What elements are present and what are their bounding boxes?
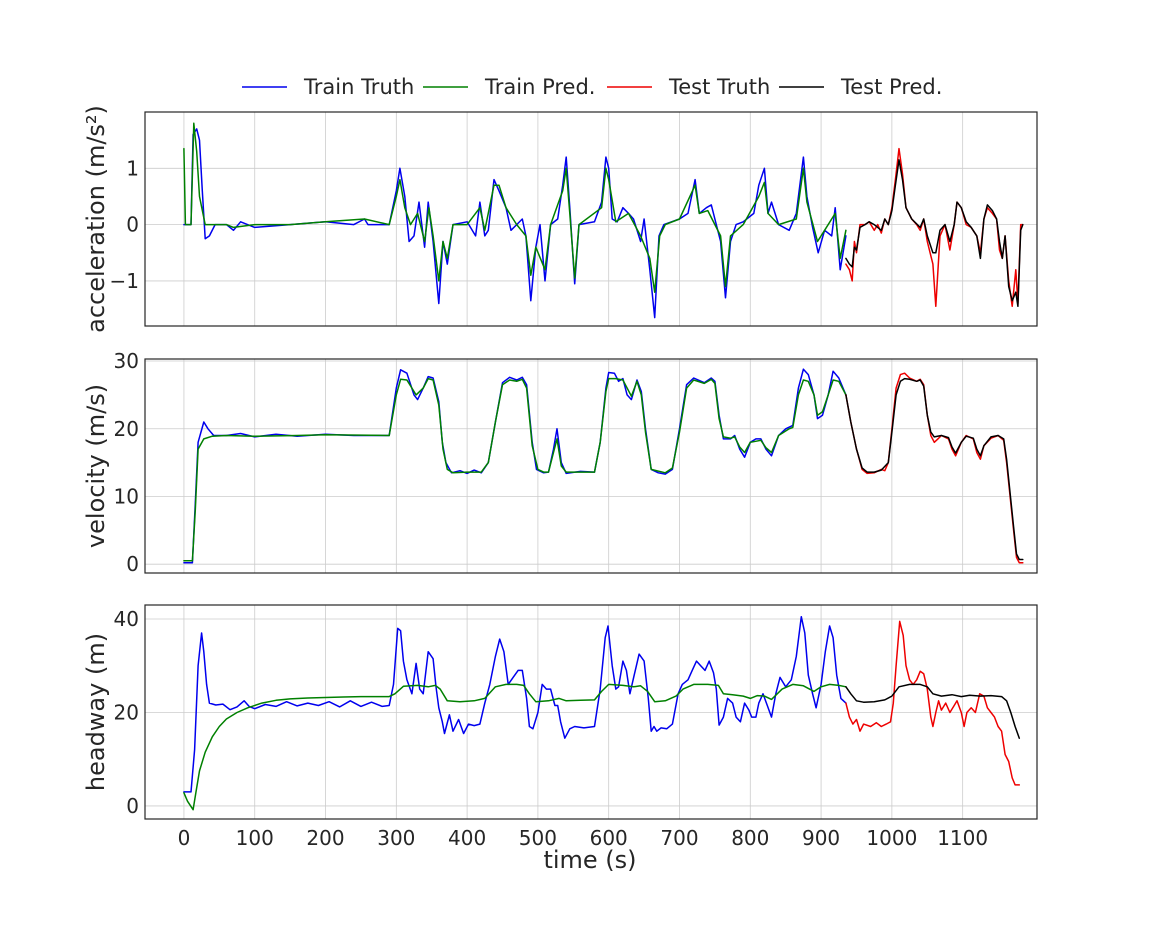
legend-label: Train Pred. xyxy=(484,75,595,99)
y-axis-label: headway (m) xyxy=(82,633,110,791)
y-tick-label: 40 xyxy=(114,607,139,631)
series-line-test-truth xyxy=(845,147,1024,308)
legend-label: Test Pred. xyxy=(840,75,942,99)
y-axis-label: velocity (m/s) xyxy=(82,384,110,548)
legend-item: Test Truth xyxy=(607,75,770,99)
series-group xyxy=(183,615,1021,811)
x-axis: 0 100 200 300 400 500 600 700 800 900 1000 1100 xyxy=(178,826,989,850)
series-line-train-pred xyxy=(183,683,847,811)
legend-item: Train Truth xyxy=(242,75,414,99)
legend-label: Test Truth xyxy=(668,75,770,99)
panel-1: −1 0 1 acceleration (m/s²) xyxy=(82,105,1038,333)
x-tick-label: 700 xyxy=(660,826,698,850)
y-axis-label: acceleration (m/s²) xyxy=(82,105,110,333)
series-line-test-truth xyxy=(845,620,1021,786)
y-tick-label: 0 xyxy=(126,794,139,818)
y-tick-label: 30 xyxy=(114,349,139,373)
x-tick-label: 500 xyxy=(519,826,557,850)
panel-frame xyxy=(144,604,1038,820)
series-line-train-pred xyxy=(183,122,847,293)
series-line-train-pred xyxy=(183,377,847,562)
x-tick-label: 900 xyxy=(802,826,840,850)
y-tick-label: 20 xyxy=(114,700,139,724)
x-tick-label: 100 xyxy=(236,826,274,850)
series-line-test-pred xyxy=(845,683,1021,739)
x-tick-label: 600 xyxy=(590,826,628,850)
series-line-train-truth xyxy=(183,128,847,319)
y-tick-label: −1 xyxy=(110,269,139,293)
x-axis-label: time (s) xyxy=(543,846,636,874)
series-line-test-pred xyxy=(845,377,1024,561)
x-tick-label: 300 xyxy=(377,826,415,850)
series-line-train-truth xyxy=(183,615,847,793)
legend: Train Truth Train Pred. Test Truth Test Pre… xyxy=(242,75,942,99)
legend-label: Train Truth xyxy=(303,75,414,99)
legend-item: Train Pred. xyxy=(423,75,595,99)
panel-frame xyxy=(144,358,1038,574)
y-tick-label: 10 xyxy=(114,484,139,508)
x-tick-label: 400 xyxy=(448,826,486,850)
series-line-test-pred xyxy=(845,159,1024,308)
y-tick-label: 0 xyxy=(126,552,139,576)
x-tick-label: 800 xyxy=(731,826,769,850)
x-tick-label: 1000 xyxy=(866,826,917,850)
x-tick-label: 0 xyxy=(178,826,191,850)
x-tick-label: 200 xyxy=(306,826,344,850)
y-tick-label: 20 xyxy=(114,417,139,441)
series-group xyxy=(183,368,1024,564)
y-tick-label: 0 xyxy=(126,213,139,237)
series-line-test-truth xyxy=(845,372,1024,564)
y-tick-label: 1 xyxy=(126,156,139,180)
x-tick-label: 1100 xyxy=(937,826,988,850)
series-group xyxy=(183,122,1024,319)
series-line-train-truth xyxy=(183,368,847,564)
legend-item: Test Pred. xyxy=(779,75,942,99)
panel-frame xyxy=(144,111,1038,327)
